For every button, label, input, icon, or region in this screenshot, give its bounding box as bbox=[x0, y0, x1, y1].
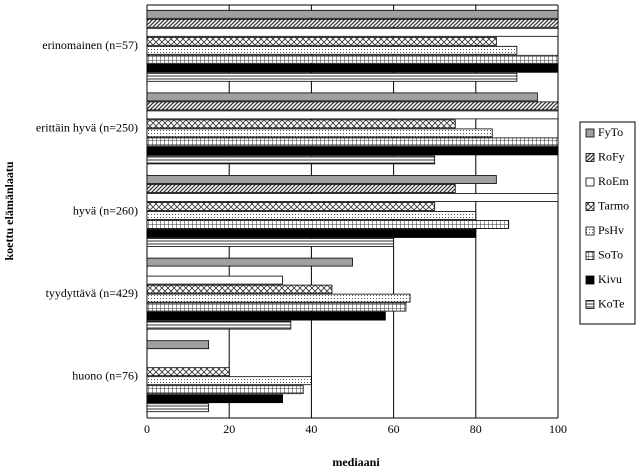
y-tick-label: erittäin hyvä (n=250) bbox=[36, 121, 138, 135]
x-axis-title: mediaani bbox=[332, 455, 380, 469]
bar bbox=[146, 293, 411, 303]
legend-swatch bbox=[585, 226, 595, 236]
bar bbox=[146, 275, 284, 285]
bar bbox=[146, 137, 559, 147]
x-tick-label: 80 bbox=[470, 422, 482, 436]
bar bbox=[146, 394, 284, 404]
legend-swatch bbox=[585, 202, 595, 211]
x-tick-label: 20 bbox=[223, 422, 235, 436]
x-tick-label: 60 bbox=[388, 422, 400, 436]
bar bbox=[146, 376, 312, 386]
legend-swatch bbox=[585, 300, 595, 309]
bar bbox=[146, 36, 497, 46]
bar bbox=[146, 229, 477, 238]
x-tick-label: 40 bbox=[305, 422, 317, 436]
legend-label: Kivu bbox=[598, 272, 622, 286]
bar bbox=[146, 320, 292, 330]
bar bbox=[146, 302, 407, 312]
bar bbox=[146, 92, 538, 102]
bar bbox=[146, 311, 386, 321]
y-axis-title: koettu elämänlaatu bbox=[2, 161, 16, 260]
y-tick-label: hyvä (n=260) bbox=[73, 203, 138, 217]
bar bbox=[146, 175, 497, 184]
bar bbox=[146, 155, 436, 165]
x-tick-label: 0 bbox=[144, 422, 150, 436]
legend-label: SoTo bbox=[598, 247, 623, 261]
bar bbox=[146, 257, 353, 267]
bar bbox=[146, 63, 559, 73]
bar bbox=[146, 128, 493, 138]
bar bbox=[146, 72, 518, 82]
x-tick-label: 100 bbox=[549, 422, 567, 436]
y-tick-label: erinomainen (n=57) bbox=[42, 38, 138, 52]
bar bbox=[146, 146, 559, 156]
bar bbox=[146, 184, 456, 193]
bar bbox=[146, 54, 559, 64]
bar bbox=[146, 18, 559, 28]
legend-label: FyTo bbox=[598, 125, 623, 139]
bar bbox=[146, 367, 230, 377]
bar bbox=[146, 385, 304, 395]
bar bbox=[146, 119, 456, 129]
bar bbox=[146, 27, 559, 37]
legend-label: Tarmo bbox=[598, 198, 629, 212]
legend-label: PsHv bbox=[598, 223, 624, 237]
bar bbox=[146, 211, 477, 220]
bar bbox=[146, 220, 510, 229]
legend-swatch bbox=[585, 153, 595, 162]
legend-label: KoTe bbox=[598, 296, 624, 310]
legend-swatch bbox=[585, 128, 595, 138]
bar bbox=[146, 110, 559, 120]
legend-swatch bbox=[585, 251, 595, 260]
legend-swatch bbox=[585, 275, 595, 285]
bar bbox=[146, 101, 559, 111]
bar bbox=[146, 193, 559, 202]
legend-label: RoEm bbox=[598, 174, 629, 188]
bar bbox=[146, 45, 518, 55]
y-tick-label: huono (n=76) bbox=[72, 368, 138, 382]
y-tick-label: tyydyttävä (n=429) bbox=[46, 286, 138, 300]
bar bbox=[146, 340, 210, 350]
bar bbox=[146, 403, 210, 413]
legend-label: RoFy bbox=[598, 149, 625, 163]
legend-swatch bbox=[585, 177, 595, 187]
bar bbox=[146, 238, 395, 247]
bar bbox=[146, 9, 559, 19]
bar bbox=[146, 284, 333, 294]
bar bbox=[146, 202, 436, 211]
